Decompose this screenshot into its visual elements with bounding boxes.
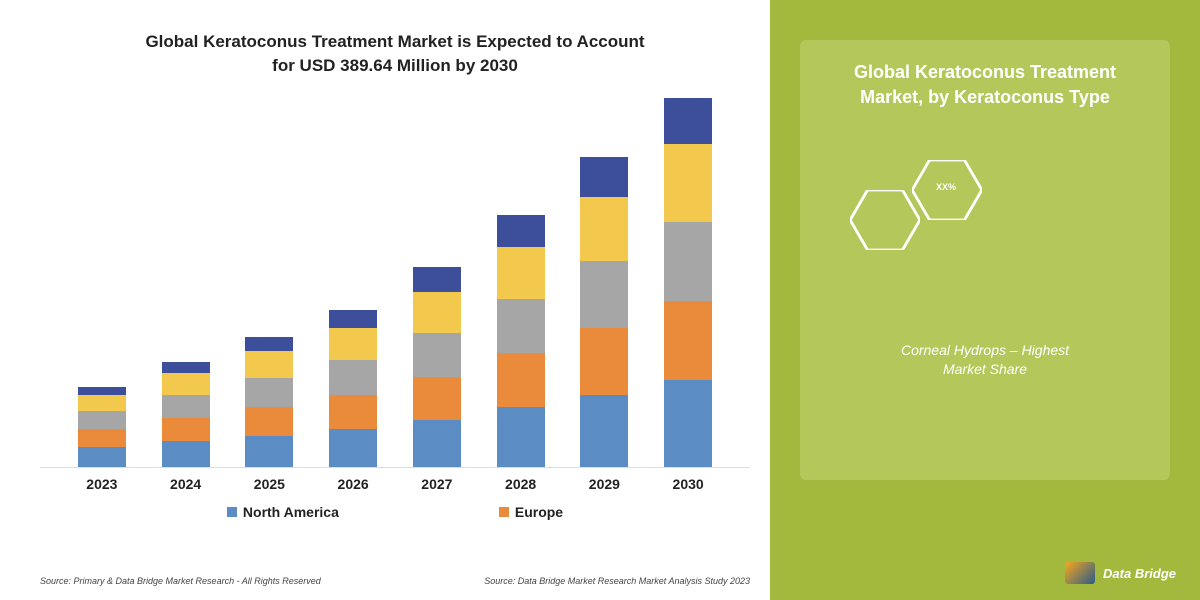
hexagon-icon: XX%: [912, 160, 982, 220]
bar-segment: [162, 418, 210, 441]
stacked-bar: [664, 98, 712, 467]
bar-group: [486, 215, 556, 467]
bar-segment: [580, 157, 628, 197]
x-axis-label: 2025: [234, 476, 304, 492]
bar-segment: [245, 407, 293, 436]
brand-logo: Data Bridge: [1065, 562, 1176, 584]
x-axis-labels: 2023 2024 2025 2026 2027 2028 2029 2030: [40, 468, 750, 492]
bar-group: [653, 98, 723, 467]
bar-segment: [78, 387, 126, 394]
stacked-bar: [580, 157, 628, 467]
bar-segment: [245, 436, 293, 467]
bar-segment: [497, 353, 545, 407]
bar-segment: [497, 407, 545, 466]
stacked-bar: [162, 362, 210, 466]
bar-segment: [78, 395, 126, 411]
footer-right: Source: Data Bridge Market Research Mark…: [484, 576, 750, 586]
right-panel: Global Keratoconus Treatment Market, by …: [770, 0, 1200, 600]
legend-item: North America: [227, 504, 339, 520]
legend-swatch: [227, 507, 237, 517]
bar-segment: [580, 197, 628, 262]
x-axis-label: 2029: [569, 476, 639, 492]
bar-segment: [497, 215, 545, 247]
bar-segment: [162, 441, 210, 466]
bar-segment: [245, 337, 293, 351]
bar-group: [151, 362, 221, 466]
bar-segment: [162, 362, 210, 373]
x-axis-label: 2023: [67, 476, 137, 492]
subtitle-line2: Market Share: [943, 361, 1027, 377]
bar-segment: [664, 380, 712, 466]
legend-swatch: [499, 507, 509, 517]
bar-segment: [413, 333, 461, 376]
right-card: Global Keratoconus Treatment Market, by …: [800, 40, 1170, 480]
bar-segment: [413, 292, 461, 333]
hex-label: XX%: [936, 182, 956, 192]
right-subtitle: Corneal Hydrops – Highest Market Share: [800, 341, 1170, 380]
bar-segment: [329, 395, 377, 429]
bar-segment: [664, 301, 712, 380]
bar-segment: [162, 395, 210, 418]
chart-panel: Global Keratoconus Treatment Market is E…: [0, 0, 770, 600]
bar-segment: [580, 395, 628, 467]
bar-segment: [413, 267, 461, 292]
brand-text: Data Bridge: [1103, 566, 1176, 581]
hexagon-icon: [850, 190, 920, 250]
bar-segment: [580, 261, 628, 328]
stacked-bar: [329, 310, 377, 467]
bar-segment: [329, 360, 377, 394]
subtitle-line1: Corneal Hydrops – Highest: [901, 342, 1069, 358]
x-axis-label: 2027: [402, 476, 472, 492]
bar-segment: [497, 247, 545, 299]
bar-group: [569, 157, 639, 467]
legend-item: Europe: [499, 504, 563, 520]
title-line2: for USD 389.64 Million by 2030: [272, 56, 518, 75]
stacked-bar: [497, 215, 545, 467]
brand-icon: [1065, 562, 1095, 584]
bar-segment: [245, 378, 293, 407]
bar-segment: [664, 222, 712, 301]
x-axis-label: 2028: [486, 476, 556, 492]
bar-group: [402, 267, 472, 467]
bar-segment: [329, 328, 377, 360]
bar-segment: [580, 328, 628, 395]
stacked-bar: [413, 267, 461, 467]
bar-segment: [664, 144, 712, 221]
x-axis-label: 2026: [318, 476, 388, 492]
bar-segment: [329, 429, 377, 467]
bar-segment: [78, 411, 126, 429]
stacked-bar: [78, 387, 126, 466]
bar-segment: [329, 310, 377, 328]
bar-segment: [162, 373, 210, 395]
bar-segment: [78, 429, 126, 447]
bar-segment: [413, 420, 461, 467]
x-axis-label: 2030: [653, 476, 723, 492]
bar-segment: [78, 447, 126, 467]
chart-title: Global Keratoconus Treatment Market is E…: [40, 30, 750, 78]
bar-group: [234, 337, 304, 467]
legend-label: North America: [243, 504, 339, 520]
legend-label: Europe: [515, 504, 563, 520]
bar-group: [67, 387, 137, 466]
chart-legend: North America Europe: [40, 504, 750, 520]
bar-group: [318, 310, 388, 467]
bar-segment: [664, 98, 712, 145]
chart-area: [40, 108, 750, 468]
title-line1: Global Keratoconus Treatment Market is E…: [145, 32, 644, 51]
right-title: Global Keratoconus Treatment Market, by …: [818, 60, 1152, 110]
bar-segment: [497, 299, 545, 353]
bar-segment: [245, 351, 293, 378]
stacked-bar: [245, 337, 293, 467]
chart-footer: Source: Primary & Data Bridge Market Res…: [40, 576, 750, 586]
right-title-line1: Global Keratoconus Treatment: [854, 62, 1116, 82]
bar-segment: [413, 377, 461, 420]
right-title-line2: Market, by Keratoconus Type: [860, 87, 1110, 107]
x-axis-label: 2024: [151, 476, 221, 492]
footer-left: Source: Primary & Data Bridge Market Res…: [40, 576, 321, 586]
